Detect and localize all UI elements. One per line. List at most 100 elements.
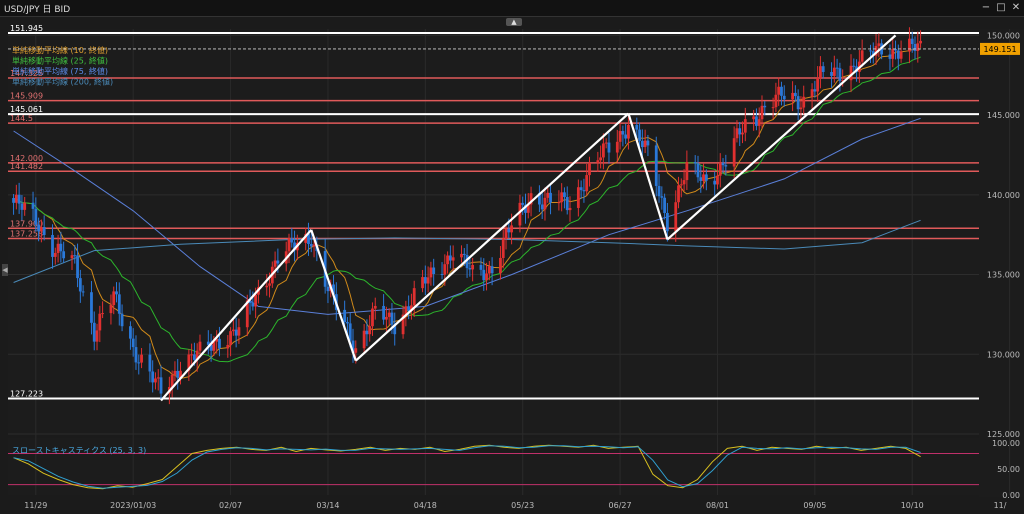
candle-body (738, 128, 742, 135)
candle-body (12, 198, 15, 203)
candle-body (387, 312, 391, 317)
candle-body (601, 143, 605, 158)
candle-body (173, 370, 177, 375)
candle-body (14, 194, 18, 203)
window-title: USD/JPY 日 BID (4, 5, 71, 15)
legend-entry: 単純移動平均線 (75, 終値) (12, 66, 108, 76)
candle-body (557, 202, 561, 204)
candle-body (134, 347, 138, 363)
minimize-icon[interactable]: − (981, 2, 991, 13)
candle-body (757, 119, 761, 126)
candle-body (193, 354, 196, 360)
x-tick-label: 02/07 (219, 501, 242, 510)
x-tick-label: 11/ (994, 501, 1007, 510)
candle-body (615, 141, 619, 153)
candle-body (507, 228, 511, 233)
trendline (160, 229, 313, 402)
candle-body (579, 187, 583, 191)
candle-body (660, 196, 664, 198)
candle-body (524, 204, 527, 213)
candle-body (276, 260, 280, 264)
candle-body (42, 227, 46, 235)
candle-body (212, 341, 216, 351)
chevron-up-icon[interactable]: ▲ (506, 18, 522, 26)
oscillator-plot-area (8, 438, 979, 495)
candle-body (716, 175, 719, 185)
candle-body (195, 350, 199, 360)
candle-body (226, 344, 230, 349)
candle-body (148, 354, 152, 372)
candle-body (23, 202, 27, 210)
candle-body (485, 273, 488, 281)
candle-body (34, 208, 38, 225)
candle-body (432, 267, 436, 275)
candle-body (62, 251, 66, 259)
candle-body (287, 238, 291, 252)
candle-body (115, 291, 118, 295)
candle-body (599, 157, 603, 161)
candle-body (674, 202, 678, 232)
candle-body (760, 105, 764, 120)
candle-body (151, 371, 155, 383)
price-level-label: 142.000 (10, 154, 43, 163)
candle-body (576, 187, 580, 208)
candle-body (78, 278, 82, 292)
candle-body (621, 131, 625, 135)
candle-body (154, 378, 157, 383)
candle-body (888, 54, 892, 59)
candle-body (237, 327, 241, 336)
y-tick-label: 130.000 (987, 350, 1020, 359)
candle-body (348, 323, 352, 341)
candle-body (462, 253, 466, 255)
chevron-left-icon[interactable]: ◀ (2, 264, 8, 276)
candle-body (140, 354, 143, 363)
y-tick-label: 135.000 (987, 271, 1020, 280)
maximize-icon[interactable]: □ (996, 2, 1006, 13)
candle-body (540, 204, 544, 210)
candle-body (813, 89, 817, 92)
candle-body (735, 128, 739, 139)
x-tick-label: 2023/01/03 (110, 501, 156, 510)
x-tick-label: 09/05 (803, 501, 826, 510)
stochastic-d-line (13, 445, 921, 489)
candle-body (899, 51, 903, 59)
candle-body (218, 338, 221, 349)
candle-body (479, 264, 483, 270)
candle-body (877, 43, 881, 46)
candle-body (98, 313, 102, 331)
candle-body (860, 50, 864, 62)
oscillator-y-tick: 0.00 (1002, 491, 1020, 500)
price-level-label: 137.900 (10, 219, 43, 228)
y-tick-label: 125.000 (987, 430, 1020, 439)
candle-body (568, 207, 572, 211)
candle-body (17, 194, 21, 204)
price-level-label: 151.945 (10, 24, 43, 33)
candle-body (423, 277, 427, 284)
candle-body (362, 330, 366, 349)
candle-body (332, 284, 335, 295)
close-icon[interactable]: ✕ (1011, 2, 1021, 13)
x-tick-label: 06/27 (609, 501, 632, 510)
candle-body (654, 145, 658, 186)
candle-body (421, 277, 424, 289)
candle-body (819, 66, 822, 78)
price-level-label: 145.909 (10, 92, 43, 101)
candle-body (782, 95, 786, 100)
title-bar: USD/JPY 日 BID − □ ✕ (0, 0, 1024, 17)
candle-body (565, 196, 569, 211)
candle-body (910, 38, 914, 45)
candle-body (471, 264, 475, 270)
candle-body (763, 105, 767, 108)
candle-body (894, 49, 897, 51)
oscillator-y-tick: 100.00 (992, 439, 1020, 448)
candle-body (248, 300, 252, 304)
candle-body (832, 67, 836, 76)
sma-25-line (13, 56, 921, 363)
candle-body (73, 255, 77, 257)
candle-body (215, 338, 219, 342)
candle-body (265, 285, 269, 288)
candle-body (112, 291, 116, 306)
candle-body (460, 253, 463, 258)
candle-body (465, 254, 469, 269)
candle-body (549, 192, 552, 203)
